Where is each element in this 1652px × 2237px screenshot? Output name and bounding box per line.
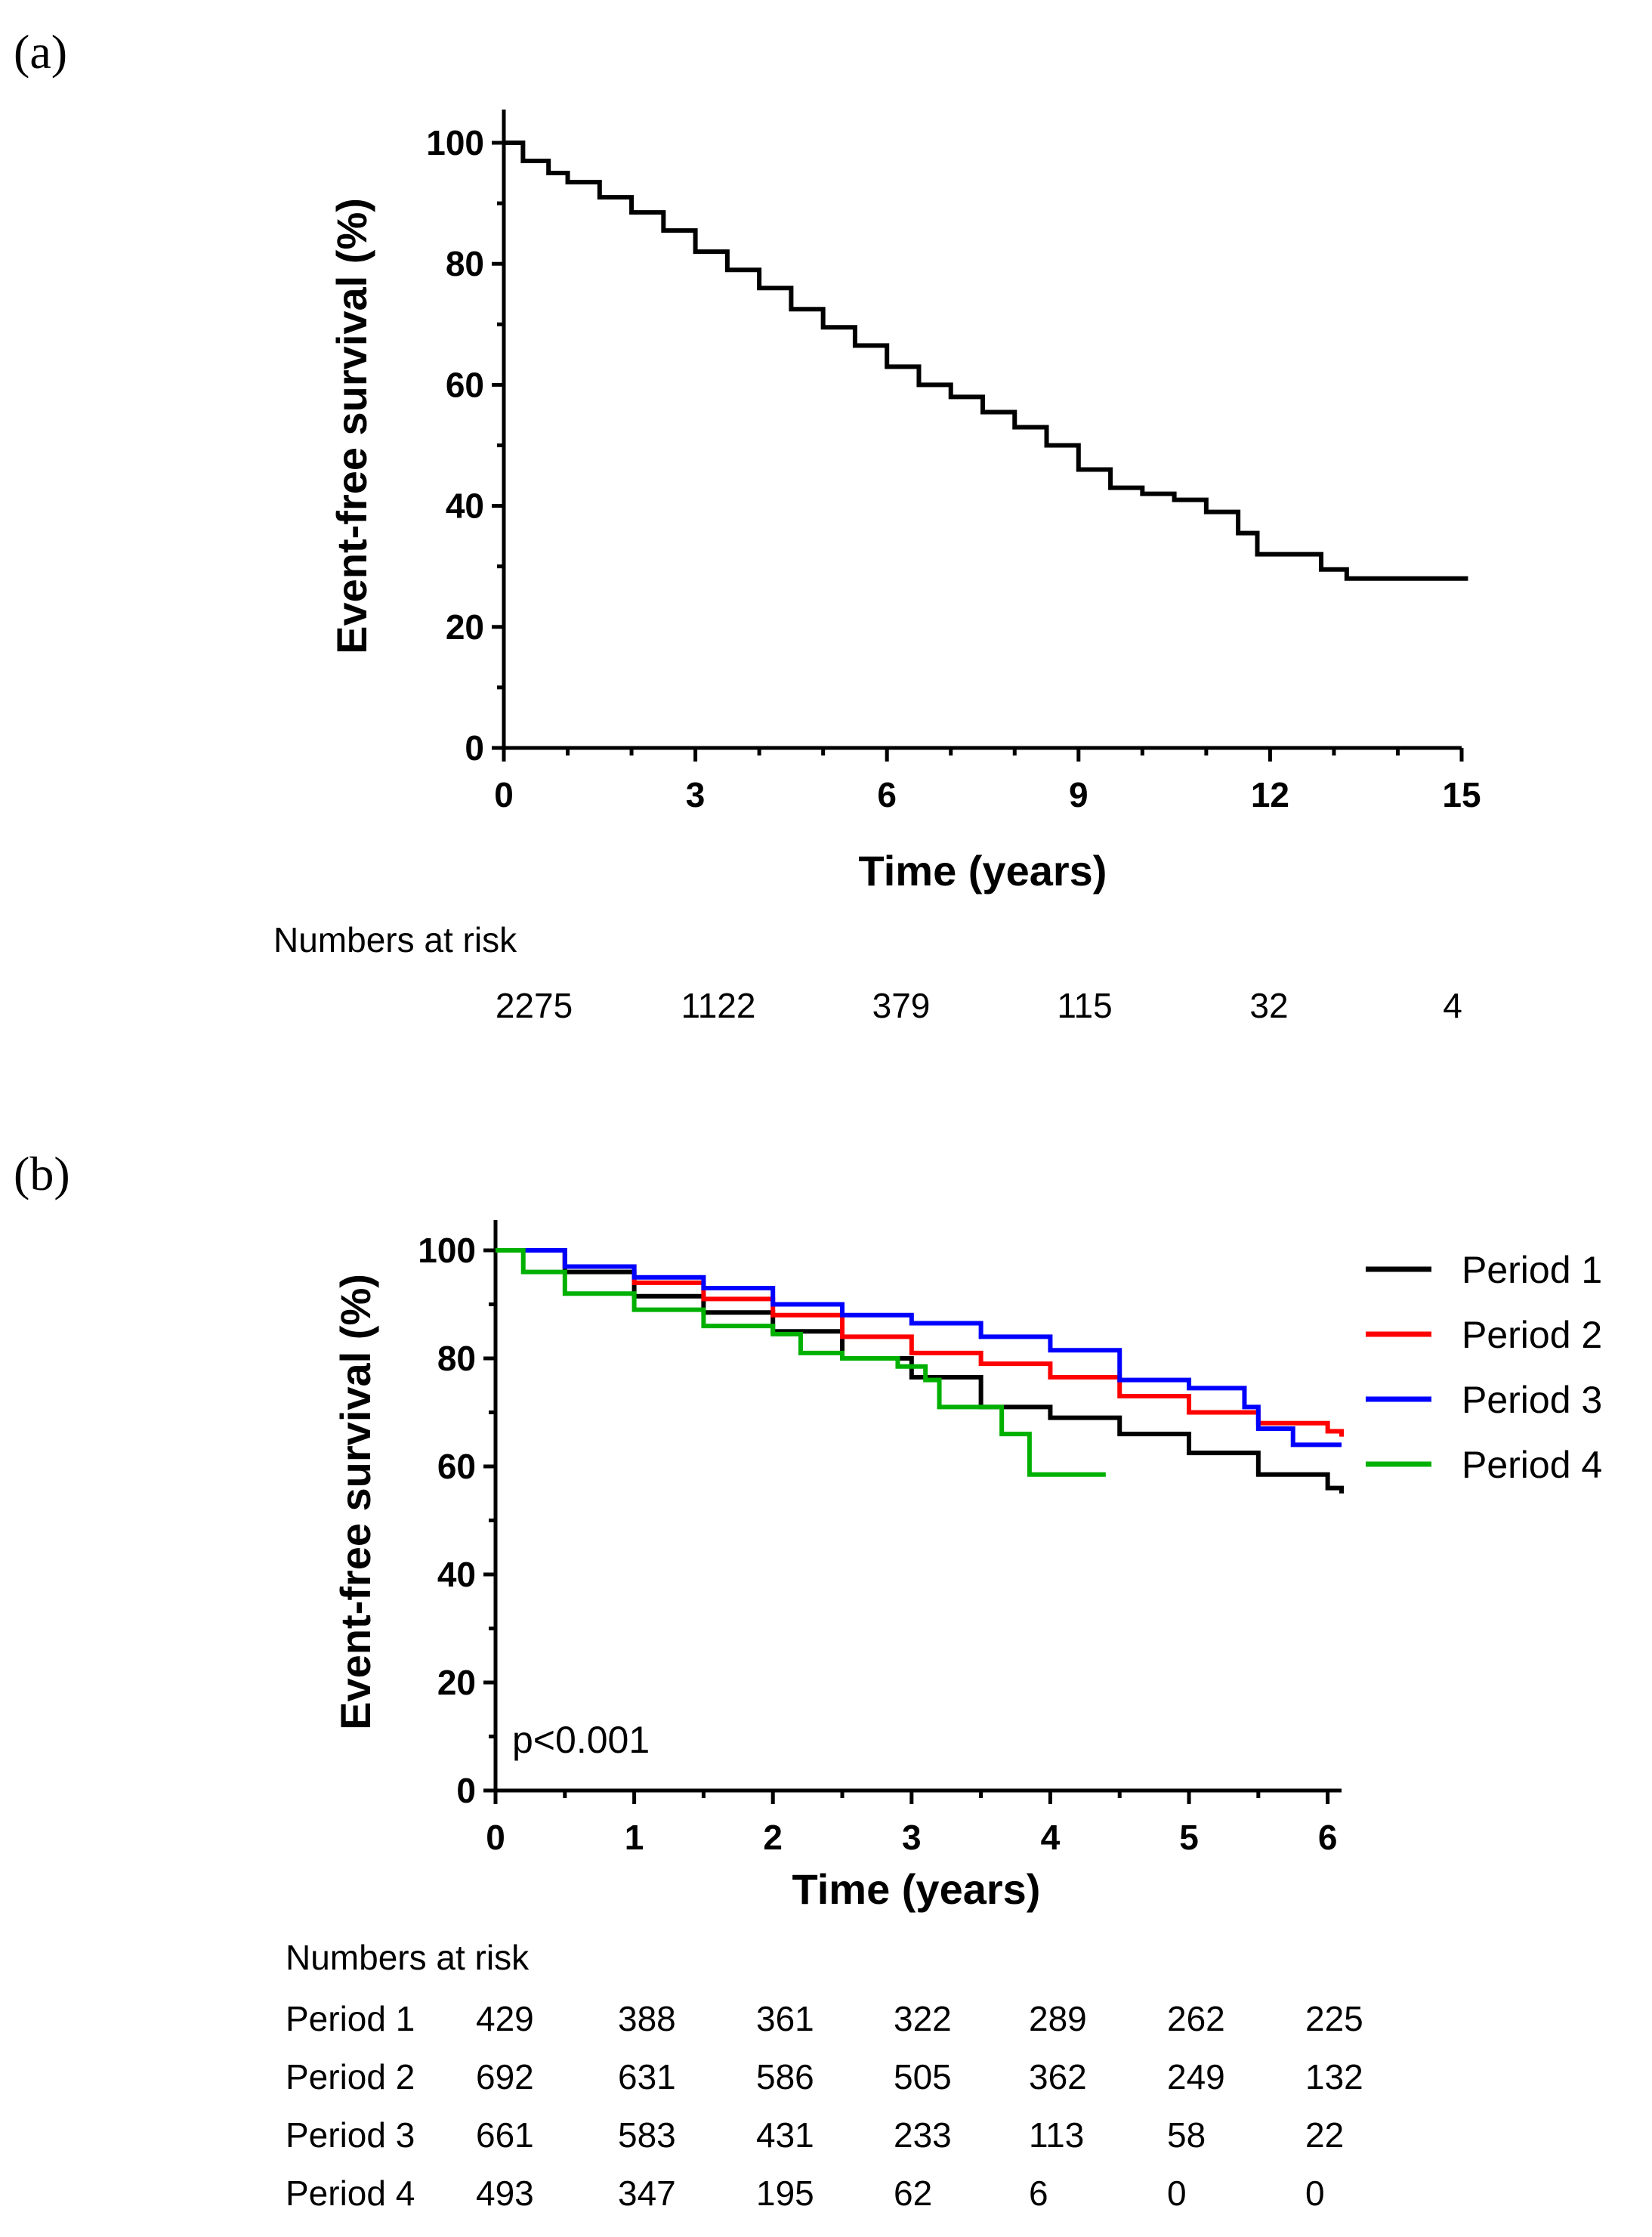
panel-b-risk-title: Numbers at risk bbox=[286, 1938, 530, 1977]
panel-a-risk-title: Numbers at risk bbox=[273, 920, 517, 959]
risk-value: 58 bbox=[1167, 2115, 1206, 2155]
risk-value: 379 bbox=[872, 986, 931, 1025]
risk-value: 388 bbox=[618, 1999, 676, 2038]
panel-b-ylabel: Event-free survival (%) bbox=[332, 1274, 379, 1730]
series-line-period-4 bbox=[496, 1248, 1106, 1477]
y-tick-label: 20 bbox=[446, 607, 484, 647]
risk-value: 493 bbox=[476, 2174, 534, 2213]
risk-value: 692 bbox=[476, 2057, 534, 2096]
risk-value: 661 bbox=[476, 2115, 534, 2155]
risk-row-label: Period 4 bbox=[286, 2174, 415, 2213]
risk-row-label: Period 3 bbox=[286, 2115, 415, 2155]
risk-value: 1122 bbox=[681, 986, 756, 1025]
risk-value: 631 bbox=[618, 2057, 676, 2096]
risk-value: 262 bbox=[1167, 1999, 1225, 2038]
y-tick-label: 0 bbox=[456, 1771, 476, 1810]
x-tick-label: 0 bbox=[486, 1818, 505, 1857]
x-tick-label: 2 bbox=[763, 1818, 783, 1857]
legend-label: Period 3 bbox=[1462, 1379, 1602, 1421]
risk-value: 4 bbox=[1443, 986, 1462, 1025]
series-line-1 bbox=[504, 141, 1468, 581]
panel-a-label: (a) bbox=[14, 25, 67, 79]
x-tick-label: 3 bbox=[686, 775, 706, 814]
risk-value: 62 bbox=[894, 2174, 932, 2213]
y-tick-label: 80 bbox=[446, 244, 484, 283]
risk-value: 361 bbox=[756, 1999, 814, 2038]
risk-value: 347 bbox=[618, 2174, 676, 2213]
risk-row-label: Period 1 bbox=[286, 1999, 415, 2038]
risk-value: 431 bbox=[756, 2115, 814, 2155]
risk-value: 113 bbox=[1029, 2115, 1084, 2155]
risk-value: 233 bbox=[894, 2115, 952, 2155]
risk-value: 115 bbox=[1057, 986, 1112, 1025]
series-line-period-3 bbox=[496, 1248, 1342, 1448]
x-tick-label: 12 bbox=[1251, 775, 1289, 814]
x-tick-label: 0 bbox=[494, 775, 514, 814]
panel-b-label: (b) bbox=[14, 1147, 70, 1200]
y-tick-label: 60 bbox=[446, 365, 484, 404]
risk-value: 322 bbox=[894, 1999, 952, 2038]
risk-value: 289 bbox=[1029, 1999, 1087, 2038]
panel-b-legend: Period 1 Period 2 Period 3 Period 4 bbox=[1366, 1249, 1602, 1486]
p-value-annotation: p<0.001 bbox=[512, 1719, 650, 1761]
risk-value: 583 bbox=[618, 2115, 676, 2155]
plot-a: 0 20 40 60 80 100 0 3 6 9 12 15 bbox=[426, 110, 1481, 814]
x-tick-label: 6 bbox=[877, 775, 897, 814]
risk-value: 362 bbox=[1029, 2057, 1087, 2096]
panel-a-ylabel: Event-free survival (%) bbox=[328, 198, 375, 654]
y-tick-label: 60 bbox=[437, 1447, 476, 1486]
panel-b-xlabel: Time (years) bbox=[792, 1865, 1041, 1913]
y-tick-label: 40 bbox=[446, 487, 484, 526]
series-line-period-1 bbox=[496, 1248, 1344, 1494]
risk-value: 429 bbox=[476, 1999, 534, 2038]
legend-label: Period 4 bbox=[1462, 1444, 1602, 1486]
panel-a-xlabel: Time (years) bbox=[859, 847, 1107, 894]
x-tick-label: 1 bbox=[625, 1818, 644, 1857]
risk-value: 195 bbox=[756, 2174, 814, 2213]
risk-value: 132 bbox=[1305, 2057, 1363, 2096]
y-tick-label: 80 bbox=[437, 1339, 476, 1378]
y-tick-label: 100 bbox=[426, 123, 484, 162]
y-tick-label: 20 bbox=[437, 1663, 476, 1702]
legend-label: Period 1 bbox=[1462, 1249, 1602, 1291]
plot-b: 0 20 40 60 80 100 0 1 2 3 4 5 6 bbox=[418, 1220, 1344, 1857]
x-tick-label: 6 bbox=[1318, 1818, 1338, 1857]
risk-value: 0 bbox=[1167, 2174, 1187, 2213]
x-tick-label: 3 bbox=[902, 1818, 922, 1857]
y-tick-label: 0 bbox=[465, 728, 484, 768]
risk-value: 6 bbox=[1029, 2174, 1048, 2213]
risk-value: 225 bbox=[1305, 1999, 1363, 2038]
x-tick-label: 4 bbox=[1041, 1818, 1061, 1857]
risk-value: 2275 bbox=[496, 986, 573, 1025]
risk-value: 32 bbox=[1249, 986, 1288, 1025]
x-tick-label: 9 bbox=[1069, 775, 1088, 814]
risk-value: 586 bbox=[756, 2057, 814, 2096]
risk-value: 0 bbox=[1305, 2174, 1325, 2213]
series-line-period-2 bbox=[496, 1248, 1344, 1437]
risk-value: 505 bbox=[894, 2057, 952, 2096]
risk-row-label: Period 2 bbox=[286, 2057, 415, 2096]
x-tick-label: 15 bbox=[1442, 775, 1481, 814]
x-tick-label: 5 bbox=[1179, 1818, 1199, 1857]
panel-a-risk-table: 2275 1122 379 115 32 4 bbox=[496, 986, 1462, 1025]
y-tick-label: 100 bbox=[418, 1231, 476, 1270]
legend-label: Period 2 bbox=[1462, 1314, 1602, 1356]
risk-value: 249 bbox=[1167, 2057, 1225, 2096]
y-tick-label: 40 bbox=[437, 1555, 476, 1594]
risk-value: 22 bbox=[1305, 2115, 1344, 2155]
panel-b-risk-table: Period 1 429 388 361 322 289 262 225 Period 2 692… bbox=[286, 1999, 1363, 2213]
